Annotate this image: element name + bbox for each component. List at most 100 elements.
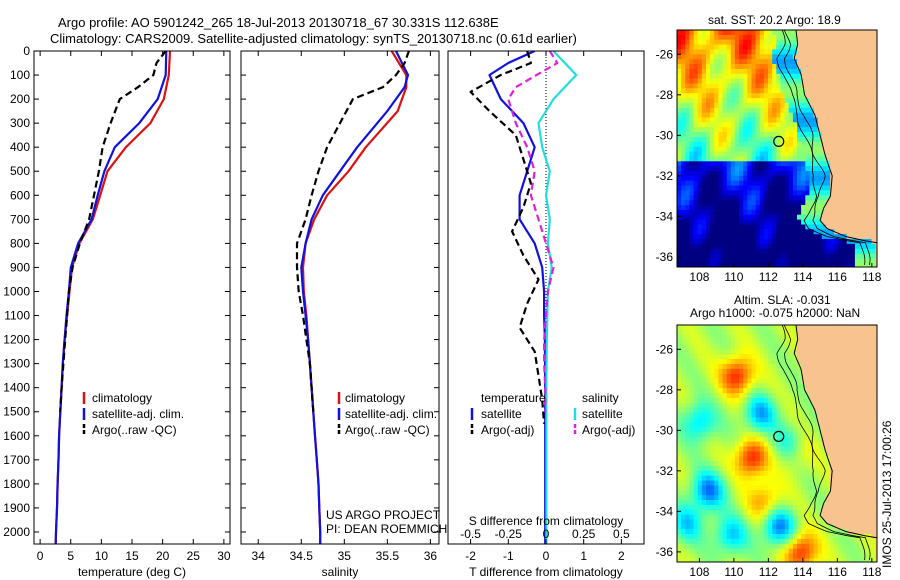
map-cell bbox=[693, 229, 699, 235]
map-cell bbox=[809, 122, 815, 128]
map-cell bbox=[801, 470, 806, 477]
map-cell bbox=[875, 402, 877, 409]
map-cell bbox=[797, 39, 802, 46]
map-cell bbox=[751, 54, 757, 60]
map-cell bbox=[677, 397, 682, 404]
map-cell bbox=[706, 329, 711, 336]
map-cell bbox=[821, 354, 827, 360]
map-cell bbox=[751, 234, 757, 240]
map-cell bbox=[854, 466, 860, 472]
map-cell bbox=[755, 388, 761, 394]
map-cell bbox=[792, 349, 798, 355]
map-cell bbox=[726, 195, 732, 201]
map-cell bbox=[734, 427, 740, 433]
map-cell bbox=[842, 524, 848, 530]
map-cell bbox=[685, 49, 690, 55]
map-cell bbox=[701, 253, 707, 260]
map-cell bbox=[706, 44, 711, 51]
map-cell bbox=[797, 44, 802, 51]
map-cell bbox=[838, 383, 844, 389]
map-cell bbox=[784, 39, 790, 46]
map-cell bbox=[838, 239, 844, 245]
map-cell bbox=[780, 407, 786, 414]
map-cell bbox=[734, 98, 740, 104]
map-cell bbox=[863, 122, 868, 128]
map-cell bbox=[722, 524, 728, 530]
map-cell bbox=[697, 359, 703, 365]
map-cell bbox=[846, 137, 852, 143]
map-cell bbox=[809, 98, 815, 104]
map-cell bbox=[780, 258, 786, 264]
map-cell bbox=[710, 185, 715, 192]
x-axis-label: T difference from climatology bbox=[469, 565, 623, 579]
map-cell bbox=[788, 373, 794, 380]
map-cell bbox=[821, 509, 827, 516]
figure-title-line-2: Climatology: CARS2009. Satellite-adjuste… bbox=[50, 31, 577, 46]
map-cell bbox=[784, 359, 790, 365]
map-cell bbox=[842, 543, 848, 550]
map-cell bbox=[850, 456, 856, 462]
map-cell bbox=[792, 500, 798, 506]
map-cell bbox=[780, 151, 786, 157]
map-cell bbox=[805, 422, 810, 428]
map-cell bbox=[697, 383, 703, 389]
map-cell bbox=[685, 519, 690, 525]
map-cell bbox=[871, 190, 877, 196]
map-cell bbox=[701, 519, 707, 525]
map-cell bbox=[689, 83, 695, 89]
map-cell bbox=[797, 422, 802, 428]
map-cell bbox=[830, 171, 835, 177]
map-cell bbox=[759, 334, 765, 341]
map-cell bbox=[701, 44, 707, 51]
map-cell bbox=[830, 456, 835, 462]
map-cell bbox=[772, 543, 777, 550]
map-cell bbox=[797, 200, 802, 206]
map-cell bbox=[813, 514, 819, 521]
map-cell bbox=[772, 446, 777, 452]
map-cell bbox=[821, 243, 827, 250]
map-cell bbox=[830, 441, 835, 448]
map-cell bbox=[747, 475, 752, 482]
map-cell bbox=[763, 514, 769, 521]
map-cell bbox=[697, 156, 703, 162]
map-cell bbox=[701, 234, 707, 240]
map-cell bbox=[763, 171, 769, 177]
map-cell bbox=[813, 432, 819, 438]
map-cell bbox=[759, 185, 765, 192]
map-cell bbox=[776, 161, 781, 167]
map-cell bbox=[693, 543, 699, 550]
map-cell bbox=[714, 495, 719, 501]
map-cell bbox=[826, 514, 831, 521]
map-cell bbox=[788, 49, 794, 55]
map-cell bbox=[763, 141, 769, 148]
map-cell bbox=[875, 427, 877, 433]
temperature-legend: climatology satellite-adj. clim. Argo(..… bbox=[82, 391, 184, 437]
map-cell bbox=[863, 480, 868, 487]
map-cell bbox=[776, 432, 781, 438]
map-cell bbox=[854, 219, 860, 226]
map-cell bbox=[850, 132, 856, 138]
map-cell bbox=[875, 393, 877, 399]
map-cell bbox=[842, 258, 848, 264]
map-cell bbox=[780, 102, 786, 109]
map-cell bbox=[817, 548, 823, 555]
map-cell bbox=[722, 224, 728, 230]
map-cell bbox=[817, 253, 823, 260]
map-cell bbox=[726, 393, 732, 399]
map-cell bbox=[697, 529, 703, 535]
map-cell bbox=[854, 141, 860, 148]
map-cell bbox=[726, 470, 732, 477]
map-cell bbox=[813, 34, 819, 41]
map-cell bbox=[838, 171, 844, 177]
map-cell bbox=[697, 451, 703, 457]
map-cell bbox=[821, 383, 827, 389]
map-cell bbox=[755, 475, 761, 482]
map-cell bbox=[730, 344, 736, 350]
map-cell bbox=[842, 166, 848, 172]
map-cell bbox=[834, 534, 839, 540]
map-cell bbox=[830, 200, 835, 206]
map-cell bbox=[834, 34, 839, 41]
map-cell bbox=[759, 258, 765, 264]
map-cell bbox=[875, 219, 877, 226]
map-cell bbox=[813, 166, 819, 172]
